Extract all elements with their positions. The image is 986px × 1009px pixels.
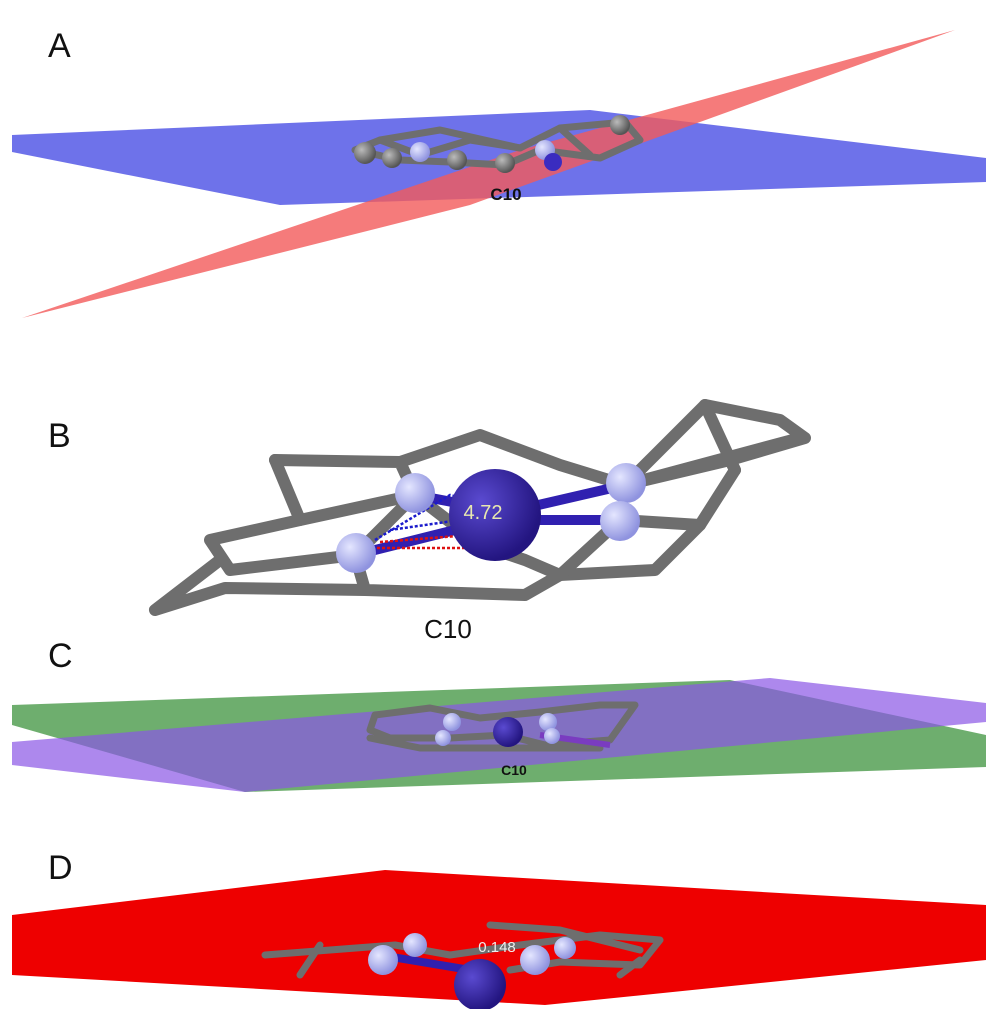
panel-b: B 4.72 C10 (48, 405, 805, 644)
measurement: 0.148 (478, 939, 516, 956)
panel-letter: A (48, 27, 71, 65)
panel-letter: B (48, 417, 71, 455)
panel-letter: C (48, 637, 73, 675)
panel-c: C C10 (12, 637, 986, 792)
atom-label: C10 (490, 185, 521, 204)
atom-label: C10 (501, 762, 527, 778)
measurement: 4.72 (464, 502, 503, 524)
panel-a: A C10 (12, 27, 986, 318)
panel-letter: D (48, 849, 73, 887)
atom-label: C10 (424, 614, 472, 644)
figure: A C10 B (0, 0, 986, 1009)
panel-d: D 0.148 (12, 849, 986, 1009)
